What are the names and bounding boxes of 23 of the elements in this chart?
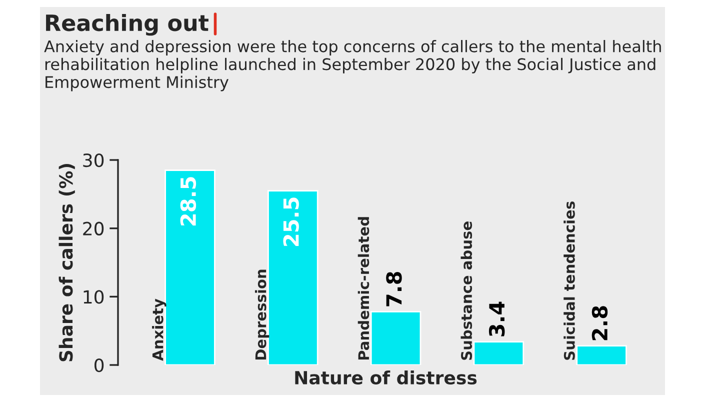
bar bbox=[268, 190, 318, 365]
data-label: 2.8 bbox=[592, 306, 608, 340]
data-label: 7.8 bbox=[386, 272, 402, 306]
y-axis-title: Share of callers (%) bbox=[58, 164, 75, 362]
x-tick-label: Anxiety bbox=[152, 298, 166, 361]
data-label: 25.5 bbox=[283, 198, 299, 246]
bar bbox=[370, 311, 422, 365]
x-tick-label: Depression bbox=[254, 270, 270, 360]
bar bbox=[576, 345, 627, 365]
chart-title: Reaching out bbox=[46, 14, 208, 36]
chart-subtitle: Anxiety and depression were the top concerns of callers to the mental health rehabilitation helpline launched in September 2020 by the Social Justice and Empowerment Ministry bbox=[44, 40, 661, 92]
bar bbox=[473, 341, 524, 365]
data-label: 28.5 bbox=[180, 177, 196, 226]
x-tick-label: Suicidal tendencies bbox=[564, 202, 575, 360]
x-tick-label: Pandemic-related bbox=[358, 217, 370, 360]
y-tick-label: 30 bbox=[83, 153, 104, 168]
y-tick-label: 20 bbox=[83, 222, 104, 236]
bar bbox=[164, 170, 216, 365]
data-label: 3.4 bbox=[488, 302, 505, 336]
y-tick-label: 0 bbox=[94, 358, 104, 372]
x-axis-title: Nature of distress bbox=[295, 370, 477, 385]
y-tick-label: 10 bbox=[84, 290, 104, 304]
x-tick-label: Substance abuse bbox=[460, 222, 472, 360]
